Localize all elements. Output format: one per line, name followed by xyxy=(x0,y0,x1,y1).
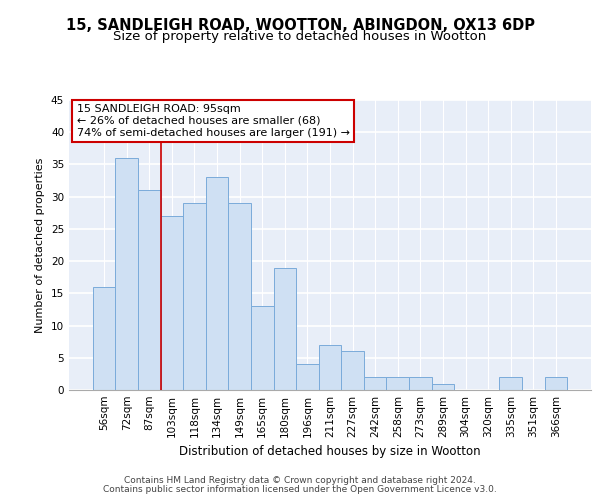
Bar xyxy=(386,377,409,390)
Bar xyxy=(229,203,251,390)
Bar xyxy=(251,306,274,390)
Bar xyxy=(274,268,296,390)
Text: Size of property relative to detached houses in Wootton: Size of property relative to detached ho… xyxy=(113,30,487,43)
Bar xyxy=(138,190,161,390)
Bar xyxy=(499,377,522,390)
Text: Contains HM Land Registry data © Crown copyright and database right 2024.: Contains HM Land Registry data © Crown c… xyxy=(124,476,476,485)
Bar xyxy=(319,345,341,390)
Bar xyxy=(431,384,454,390)
Bar xyxy=(161,216,183,390)
Bar xyxy=(93,287,115,390)
Bar xyxy=(409,377,431,390)
Y-axis label: Number of detached properties: Number of detached properties xyxy=(35,158,46,332)
Text: 15, SANDLEIGH ROAD, WOOTTON, ABINGDON, OX13 6DP: 15, SANDLEIGH ROAD, WOOTTON, ABINGDON, O… xyxy=(65,18,535,32)
Text: 15 SANDLEIGH ROAD: 95sqm
← 26% of detached houses are smaller (68)
74% of semi-d: 15 SANDLEIGH ROAD: 95sqm ← 26% of detach… xyxy=(77,104,350,138)
Bar xyxy=(545,377,567,390)
Bar xyxy=(115,158,138,390)
Bar xyxy=(206,178,229,390)
X-axis label: Distribution of detached houses by size in Wootton: Distribution of detached houses by size … xyxy=(179,446,481,458)
Bar xyxy=(341,352,364,390)
Bar xyxy=(183,203,206,390)
Text: Contains public sector information licensed under the Open Government Licence v3: Contains public sector information licen… xyxy=(103,485,497,494)
Bar xyxy=(364,377,386,390)
Bar xyxy=(296,364,319,390)
